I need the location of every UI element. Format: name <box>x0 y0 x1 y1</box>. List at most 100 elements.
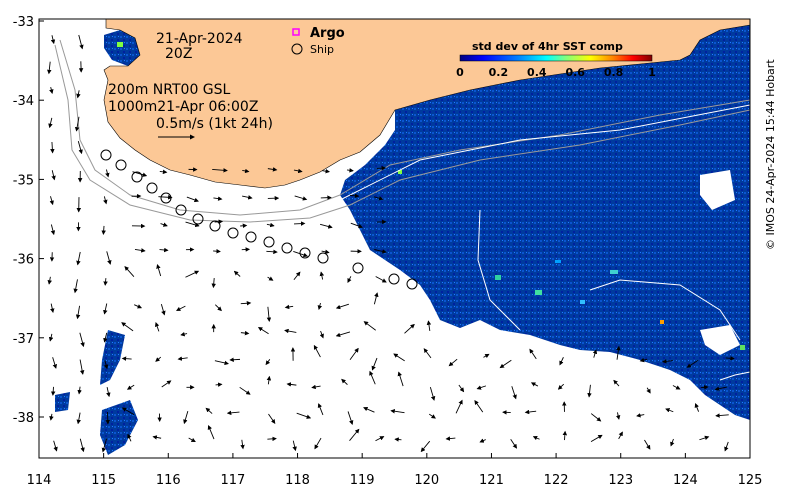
current-vector-arrow <box>156 264 162 277</box>
current-vector-arrow <box>50 303 55 313</box>
current-vector-arrow <box>51 170 56 181</box>
current-vector-arrow <box>134 304 143 309</box>
current-vector-arrow <box>375 276 387 283</box>
colorbar-tick-label: 0.6 <box>565 66 585 79</box>
current-vector-arrow <box>347 411 354 425</box>
current-vector-arrow <box>293 271 301 281</box>
lon-tick-label: 115 <box>91 473 116 488</box>
current-vector-arrow <box>47 61 52 75</box>
current-vector-arrow <box>322 168 330 174</box>
current-vector-arrow <box>74 116 80 132</box>
lon-tick-label: 125 <box>738 473 763 488</box>
current-vector-arrow <box>267 436 277 442</box>
current-vector-arrow <box>426 320 432 331</box>
current-vector-arrow <box>48 333 54 342</box>
current-vector-arrow <box>186 196 199 203</box>
current-vector-arrow <box>375 436 385 442</box>
colorbar-tick-label: 0 <box>456 66 464 79</box>
current-vector-arrow <box>229 357 241 362</box>
lon-tick-label: 123 <box>608 473 633 488</box>
current-vector-arrow <box>79 359 85 375</box>
current-vector-arrow <box>214 219 224 224</box>
current-vector-arrow <box>242 195 253 200</box>
date-label: 21-Apr-2024 <box>156 31 243 47</box>
current-vector-arrow <box>294 195 308 201</box>
current-vector-arrow <box>313 344 321 358</box>
current-vector-arrow <box>76 90 81 99</box>
sst-patch-sw-3 <box>55 392 70 412</box>
lon-tick-label: 120 <box>414 473 439 488</box>
current-vector-arrow <box>458 384 465 393</box>
current-vector-arrow <box>240 439 245 450</box>
current-vector-arrow <box>321 249 330 255</box>
current-vector-arrow <box>335 303 350 310</box>
current-vector-arrow <box>639 357 648 363</box>
current-vector-arrow <box>49 87 54 94</box>
current-vector-arrow <box>159 247 169 253</box>
current-vector-arrow <box>106 251 112 265</box>
current-vector-arrow <box>350 222 363 229</box>
current-vector-arrow <box>562 430 568 441</box>
current-vector-arrow <box>394 437 402 442</box>
current-vector-arrow <box>448 358 458 367</box>
current-vector-arrow <box>101 438 108 453</box>
lon-tick-label: 116 <box>156 473 181 488</box>
current-vector-arrow <box>479 438 486 443</box>
current-vector-arrow <box>373 196 384 201</box>
current-vector-arrow <box>106 387 111 398</box>
current-vector-arrow <box>699 435 710 441</box>
current-vector-arrow <box>268 413 276 424</box>
current-vector-arrow <box>499 359 512 369</box>
model-label-1: 200m NRT00 GSL <box>108 82 231 98</box>
current-vectors <box>47 34 735 453</box>
current-vector-arrow <box>476 385 487 390</box>
current-vector-arrow <box>349 428 360 441</box>
argo-marker-icon <box>292 28 300 36</box>
current-vector-arrow <box>77 140 83 155</box>
current-vector-arrow <box>616 345 621 360</box>
time-label: 20Z <box>165 46 192 62</box>
colorbar-title: std dev of 4hr SST comp <box>472 40 623 53</box>
current-vector-arrow <box>369 370 376 385</box>
colorbar <box>459 54 653 62</box>
current-vector-arrow <box>267 276 274 281</box>
current-vector-arrow <box>134 248 146 253</box>
current-vector-arrow <box>404 323 415 334</box>
current-vector-arrow <box>314 437 322 450</box>
current-vector-arrow <box>159 169 168 175</box>
current-vector-arrow <box>49 413 54 421</box>
colorbar-tick-labels: 0 0.2 0.4 0.6 0.8 1 <box>456 66 656 79</box>
lon-tick-label: 121 <box>479 473 504 488</box>
current-vector-arrow <box>160 222 168 227</box>
current-vector-arrow <box>644 439 651 450</box>
current-vector-arrow <box>317 302 322 310</box>
current-vector-arrow <box>429 386 436 401</box>
current-vector-arrow <box>349 347 359 361</box>
current-vector-arrow <box>613 379 620 387</box>
ship-legend-label: Ship <box>310 43 334 56</box>
current-vector-arrow <box>510 438 517 449</box>
current-vector-arrow <box>311 384 321 390</box>
current-vector-arrow <box>226 410 240 416</box>
current-vector-arrow <box>524 409 537 415</box>
current-vector-arrow <box>724 441 729 452</box>
current-vector-arrow <box>265 359 271 366</box>
current-vector-arrow <box>240 301 252 306</box>
current-vector-arrow <box>615 412 621 420</box>
current-vector-arrow <box>292 440 297 452</box>
current-vector-arrow <box>158 195 173 200</box>
current-vector-arrow <box>75 305 81 320</box>
current-vector-arrow <box>233 270 241 277</box>
ship-track <box>100 149 418 290</box>
current-vector-arrow <box>48 117 53 129</box>
ship-marker-icon <box>291 43 303 55</box>
current-vector-arrow <box>152 435 162 440</box>
map-frame <box>38 18 751 459</box>
lon-tick-label: 114 <box>27 473 52 488</box>
current-vector-arrow <box>50 386 56 396</box>
current-vector-arrow <box>341 378 348 385</box>
current-vector-arrow <box>511 386 517 400</box>
current-vector-arrow <box>694 402 700 412</box>
current-vector-arrow <box>267 167 278 172</box>
